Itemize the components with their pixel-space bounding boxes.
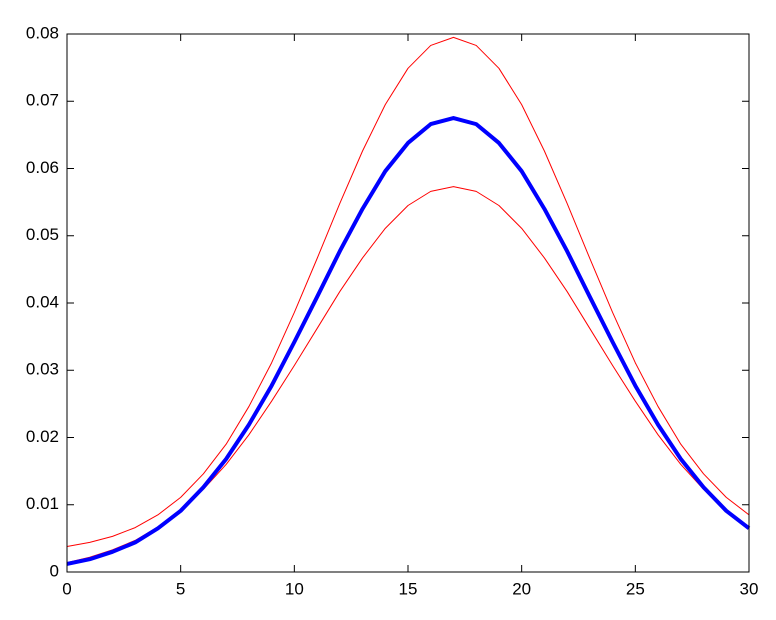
x-tick-label: 5: [176, 579, 185, 598]
y-tick-label: 0.03: [26, 360, 59, 379]
y-tick-label: 0.08: [26, 23, 59, 42]
data-line: [66, 116, 751, 566]
x-tick-label: 25: [626, 579, 645, 598]
y-tick-label: 0.06: [26, 158, 59, 177]
y-tick-label: 0.02: [26, 427, 59, 446]
y-tick-label: 0: [50, 561, 59, 580]
x-tick-label: 30: [740, 579, 759, 598]
x-tick-label: 20: [512, 579, 531, 598]
y-tick-label: 0.04: [26, 292, 59, 311]
y-tick-label: 0.07: [26, 91, 59, 110]
y-tick-label: 0.01: [26, 494, 59, 513]
x-tick-label: 10: [285, 579, 304, 598]
data-line: [66, 36, 750, 547]
x-tick-label: 15: [399, 579, 418, 598]
y-tick-label: 0.05: [26, 225, 59, 244]
x-tick-label: 0: [62, 579, 71, 598]
